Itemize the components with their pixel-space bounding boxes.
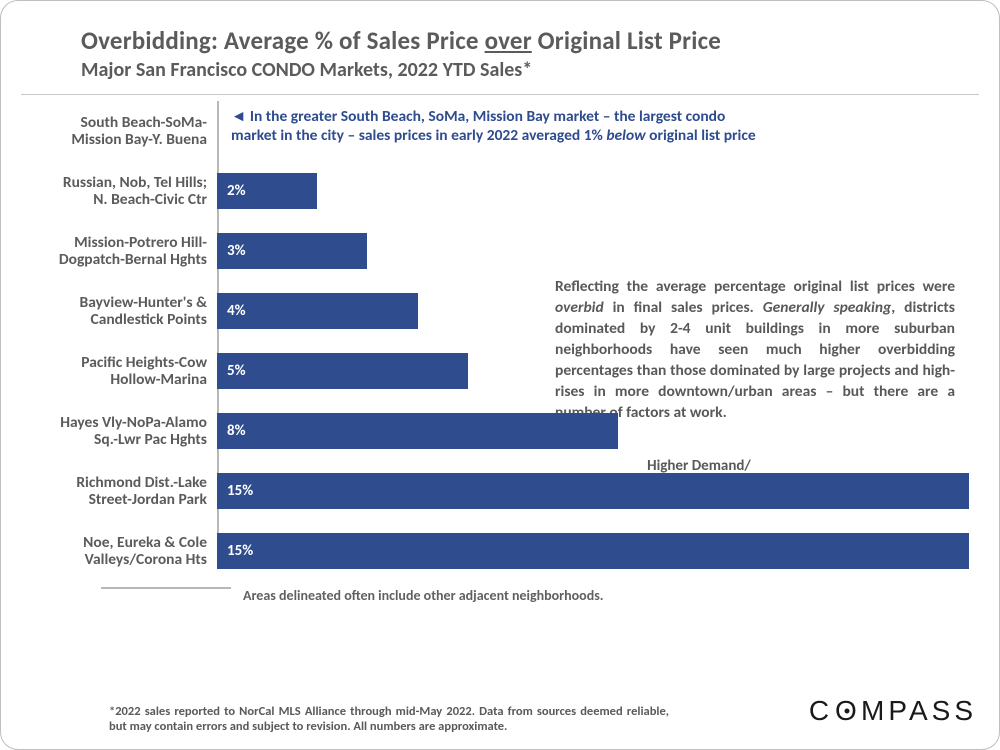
category-label: Russian, Nob, Tel Hills;N. Beach-Civic C… <box>21 174 217 209</box>
bar: 15% <box>217 533 969 569</box>
bar-row: Hayes Vly-NoPa-AlamoSq.-Lwr Pac Hghts8% <box>21 401 979 461</box>
bar-value-label: 15% <box>217 542 253 560</box>
bar-row: Noe, Eureka & ColeValleys/Corona Hts15% <box>21 521 979 581</box>
bar: 15% <box>217 473 969 509</box>
divider <box>21 94 979 95</box>
category-label: Richmond Dist.-LakeStreet-Jordan Park <box>21 474 217 509</box>
bar-track: 15% <box>217 461 979 521</box>
bar-value-label: 3% <box>217 242 246 260</box>
category-label: Bayview-Hunter's &Candlestick Points <box>21 294 217 329</box>
brand-o-icon: O <box>835 695 859 727</box>
brand-post: MPASS <box>861 695 977 727</box>
bar-value-label: 15% <box>217 482 253 500</box>
bar-value-label: 5% <box>217 362 246 380</box>
bar-rows: South Beach-SoMa-Mission Bay-Y. Buena Rus… <box>21 101 979 581</box>
bar: 2% <box>217 173 317 209</box>
title-underline: over <box>485 25 532 56</box>
bar-track: 4% <box>217 281 979 341</box>
category-label: Hayes Vly-NoPa-AlamoSq.-Lwr Pac Hghts <box>21 414 217 449</box>
bar-row: Bayview-Hunter's &Candlestick Points4% <box>21 281 979 341</box>
bar: 4% <box>217 293 418 329</box>
chart-subtitle: Major San Francisco CONDO Markets, 2022 … <box>21 58 979 82</box>
bar-row: Richmond Dist.-LakeStreet-Jordan Park15% <box>21 461 979 521</box>
bar-track: 15% <box>217 521 979 581</box>
category-label: Noe, Eureka & ColeValleys/Corona Hts <box>21 534 217 569</box>
x-axis-stub <box>101 587 231 589</box>
bar-track <box>217 101 979 161</box>
bar-chart: ◄ In the greater South Beach, SoMa, Miss… <box>21 101 979 604</box>
brand-logo: COMPASS <box>809 695 977 727</box>
bar: 8% <box>217 413 618 449</box>
bar-track: 2% <box>217 161 979 221</box>
chart-title: Overbidding: Average % of Sales Price ov… <box>21 25 979 56</box>
bar-value-label: 8% <box>217 422 246 440</box>
adjacent-note: Areas delineated often include other adj… <box>243 587 979 604</box>
bar-row: Pacific Heights-CowHollow-Marina5% <box>21 341 979 401</box>
title-post: Original List Price <box>532 25 721 56</box>
bar-value-label: 2% <box>217 182 246 200</box>
category-label: Mission-Potrero Hill-Dogpatch-Bernal Hgh… <box>21 234 217 269</box>
category-label: South Beach-SoMa-Mission Bay-Y. Buena <box>21 114 217 149</box>
bar-row: South Beach-SoMa-Mission Bay-Y. Buena <box>21 101 979 161</box>
bar: 5% <box>217 353 468 389</box>
title-pre: Overbidding: Average % of Sales Price <box>81 25 485 56</box>
brand-pre: C <box>809 695 833 727</box>
footnote: *2022 sales reported to NorCal MLS Allia… <box>109 704 669 735</box>
bar: 3% <box>217 233 367 269</box>
bar-row: Mission-Potrero Hill-Dogpatch-Bernal Hgh… <box>21 221 979 281</box>
bar-value-label: 4% <box>217 302 246 320</box>
bar-track: 8% <box>217 401 979 461</box>
chart-card: Overbidding: Average % of Sales Price ov… <box>0 0 1000 750</box>
bar-row: Russian, Nob, Tel Hills;N. Beach-Civic C… <box>21 161 979 221</box>
bar-track: 5% <box>217 341 979 401</box>
category-label: Pacific Heights-CowHollow-Marina <box>21 354 217 389</box>
bar-track: 3% <box>217 221 979 281</box>
